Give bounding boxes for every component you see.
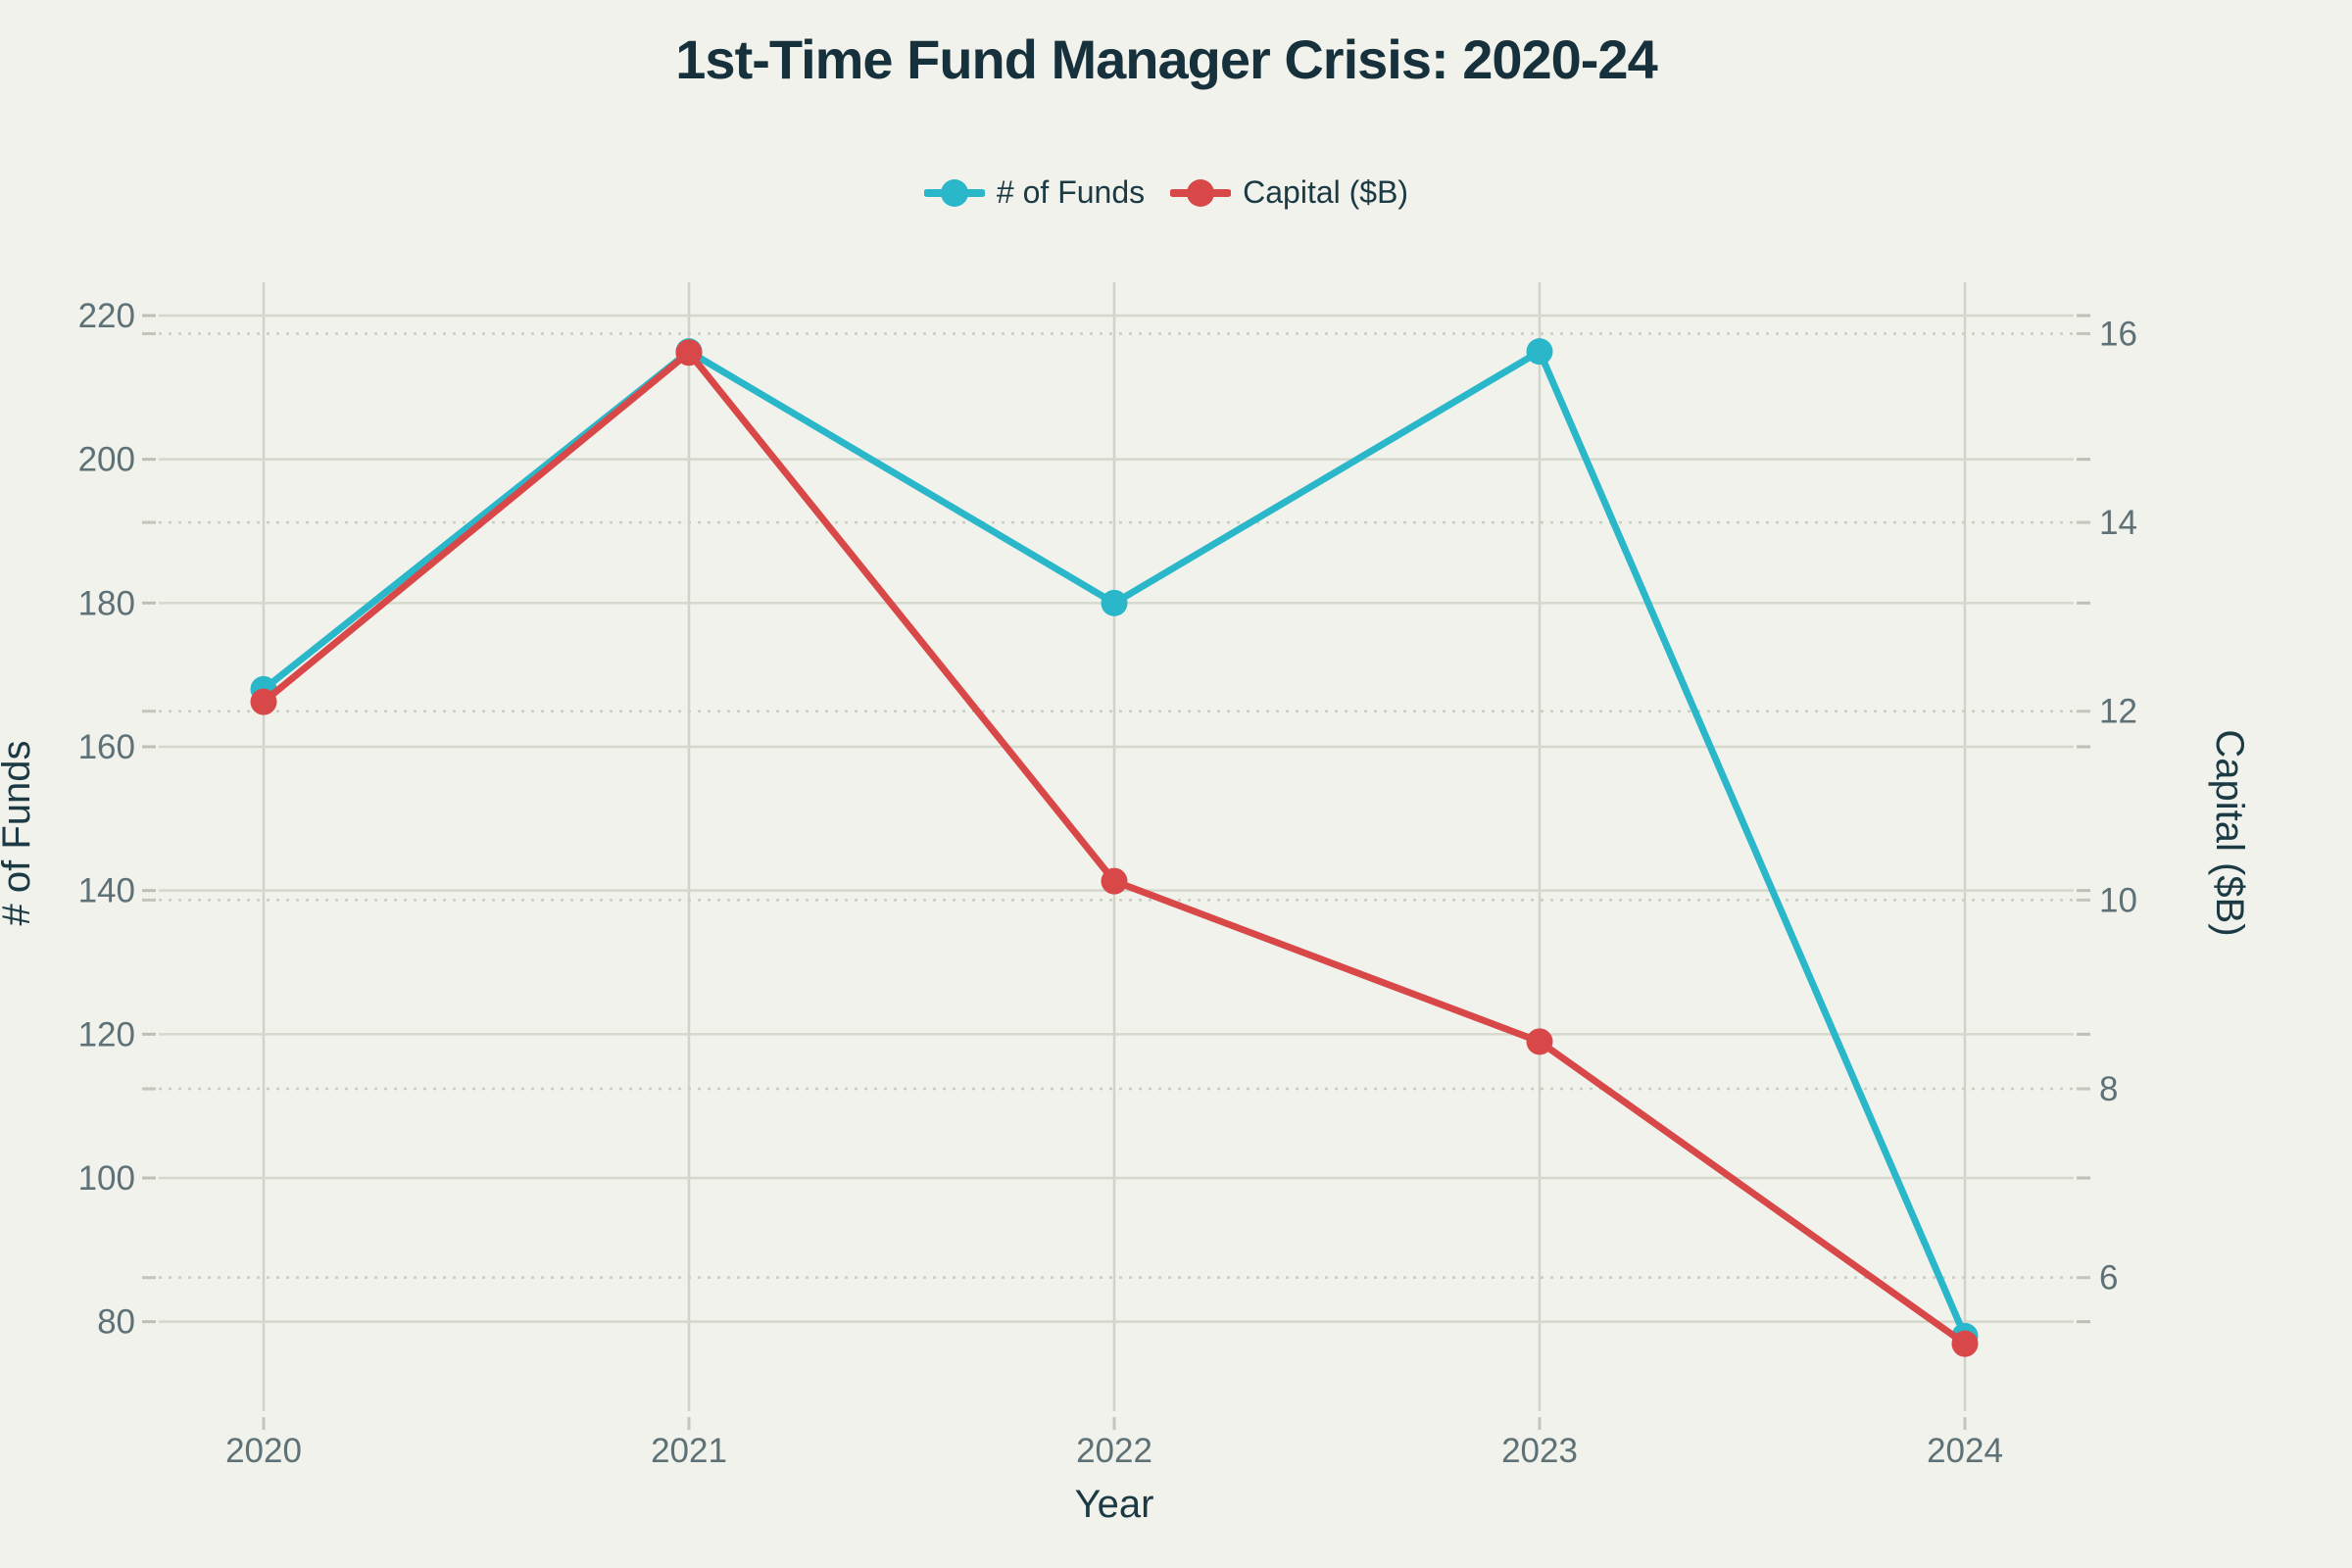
data-point-1-2020[interactable]	[250, 688, 277, 715]
data-point-1-2021[interactable]	[675, 339, 703, 367]
legend-item-capital[interactable]: Capital ($B)	[1170, 174, 1408, 211]
y-tick-label-left: 120	[78, 1015, 135, 1054]
y-tick-label-right: 6	[2099, 1259, 2118, 1298]
capital-legend-marker-icon	[1170, 178, 1232, 207]
x-tick-label: 2023	[1501, 1432, 1578, 1470]
y-tick-label-right: 10	[2099, 881, 2137, 919]
y-tick-label-right: 14	[2099, 504, 2137, 542]
horizontal-gridlines	[142, 314, 2090, 1324]
y-tick-label-right: 12	[2099, 693, 2137, 731]
chart-legend: # of Funds Capital ($B)	[0, 174, 2332, 211]
y-tick-label-left: 160	[78, 728, 135, 766]
y-tick-label-left: 220	[78, 297, 135, 335]
data-point-1-2023[interactable]	[1526, 1028, 1553, 1055]
data-point-1-2022[interactable]	[1101, 867, 1128, 895]
x-tick-label: 2020	[225, 1432, 302, 1470]
y-tick-label-left: 200	[78, 441, 135, 479]
y-tick-label-left: 140	[78, 872, 135, 910]
y-tick-label-right: 8	[2099, 1070, 2118, 1108]
legend-label-capital: Capital ($B)	[1243, 174, 1409, 210]
data-point-0-2022[interactable]	[1101, 589, 1128, 616]
chart-title: 1st-Time Fund Manager Crisis: 2020-24	[675, 28, 1657, 90]
legend-item-funds[interactable]: # of Funds	[923, 174, 1146, 211]
y-tick-label-left: 180	[78, 584, 135, 622]
vertical-gridlines	[262, 282, 1967, 1430]
x-tick-label: 2024	[1927, 1432, 2003, 1470]
x-axis-title: Year	[1075, 1483, 1154, 1526]
series-lines	[250, 338, 1979, 1357]
x-tick-label: 2021	[651, 1432, 727, 1470]
funds-legend-marker-icon	[923, 178, 985, 207]
legend-label-funds: # of Funds	[996, 174, 1146, 210]
data-point-1-2024[interactable]	[1951, 1330, 1979, 1357]
y-tick-label-left: 100	[78, 1159, 135, 1198]
tick-labels: 2020 2021 2022 2023 2024 220 200 180 160 140 120 10…	[78, 297, 2137, 1470]
y-axis-title-left: # of Funds	[0, 740, 38, 925]
data-point-0-2023[interactable]	[1526, 338, 1553, 366]
y-tick-label-left: 80	[97, 1303, 135, 1342]
x-tick-label: 2022	[1076, 1432, 1152, 1470]
y-axis-title-right: Capital ($B)	[2208, 729, 2251, 936]
y-tick-label-right: 16	[2099, 315, 2137, 353]
